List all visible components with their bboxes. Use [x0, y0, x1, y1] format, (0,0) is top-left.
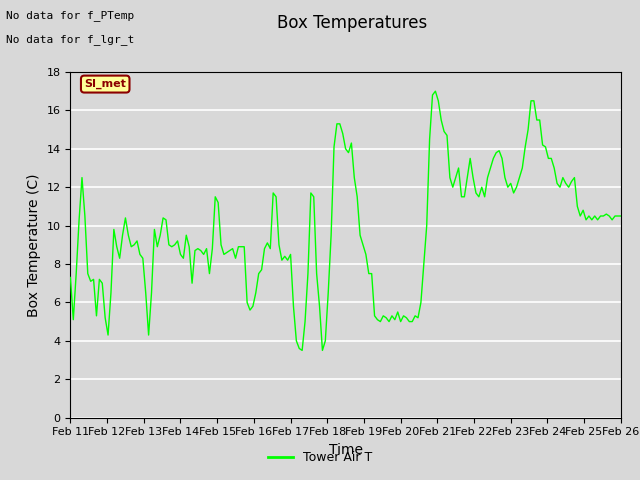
Legend: Tower Air T: Tower Air T [263, 446, 377, 469]
X-axis label: Time: Time [328, 443, 363, 457]
Y-axis label: Box Temperature (C): Box Temperature (C) [27, 173, 41, 316]
Text: No data for f_lgr_t: No data for f_lgr_t [6, 34, 134, 45]
Text: SI_met: SI_met [84, 79, 126, 89]
Text: Box Temperatures: Box Temperatures [277, 14, 427, 33]
Text: No data for f_PTemp: No data for f_PTemp [6, 10, 134, 21]
